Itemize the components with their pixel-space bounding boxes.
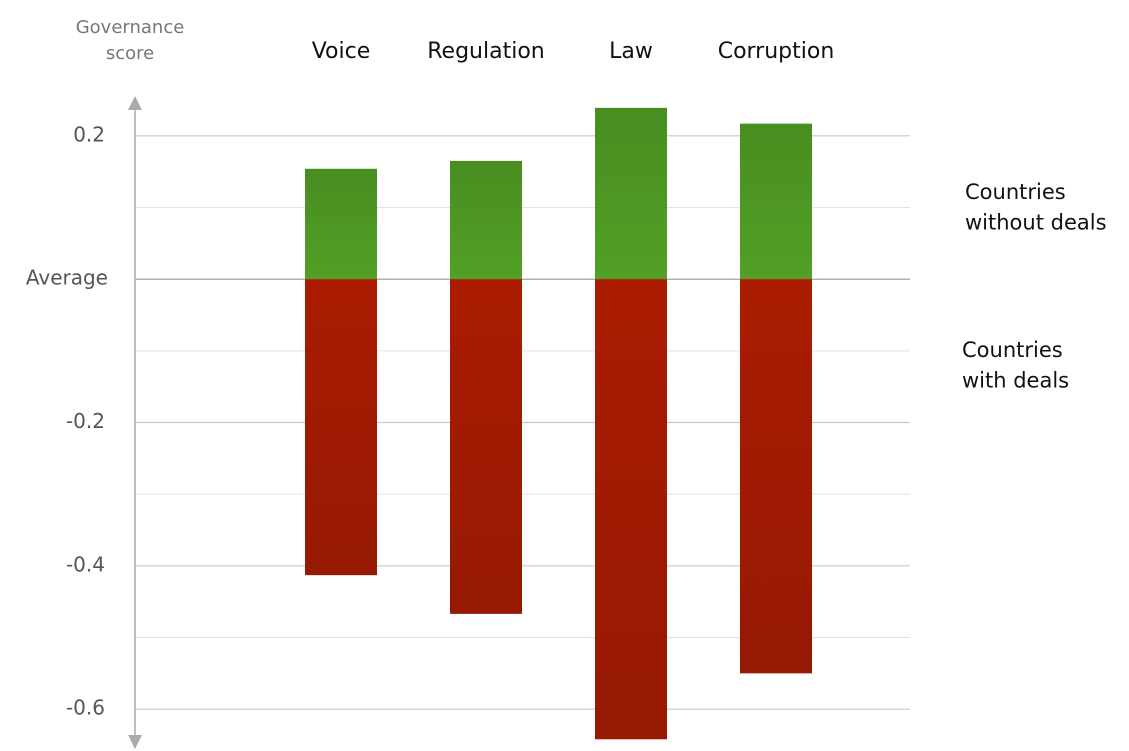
x-category-label: Voice [312, 39, 371, 64]
x-category-label: Corruption [718, 39, 835, 64]
bar-shade [305, 168, 377, 280]
bar-shade [740, 123, 812, 280]
bar-shade [740, 279, 812, 674]
legend-label: Countries without deals [965, 180, 1107, 234]
y-axis-title: Governance score [76, 17, 185, 64]
axis-arrow-down [128, 735, 142, 749]
bar-shade [450, 160, 522, 280]
y-tick-label: -0.4 [66, 552, 105, 576]
x-category-label: Law [609, 39, 653, 64]
y-tick-label: 0.2 [73, 122, 105, 146]
bar-shade [595, 107, 667, 280]
axis-arrow-up [128, 96, 142, 110]
y-tick-label: -0.2 [66, 409, 105, 433]
x-category-label: Regulation [427, 39, 544, 64]
legend-label: Countries with deals [962, 338, 1069, 392]
y-tick-label: Average [26, 266, 108, 290]
bar-shade [450, 279, 522, 614]
y-tick-label: -0.6 [66, 696, 105, 720]
bar-shade [595, 279, 667, 740]
bar-shade [305, 279, 377, 576]
